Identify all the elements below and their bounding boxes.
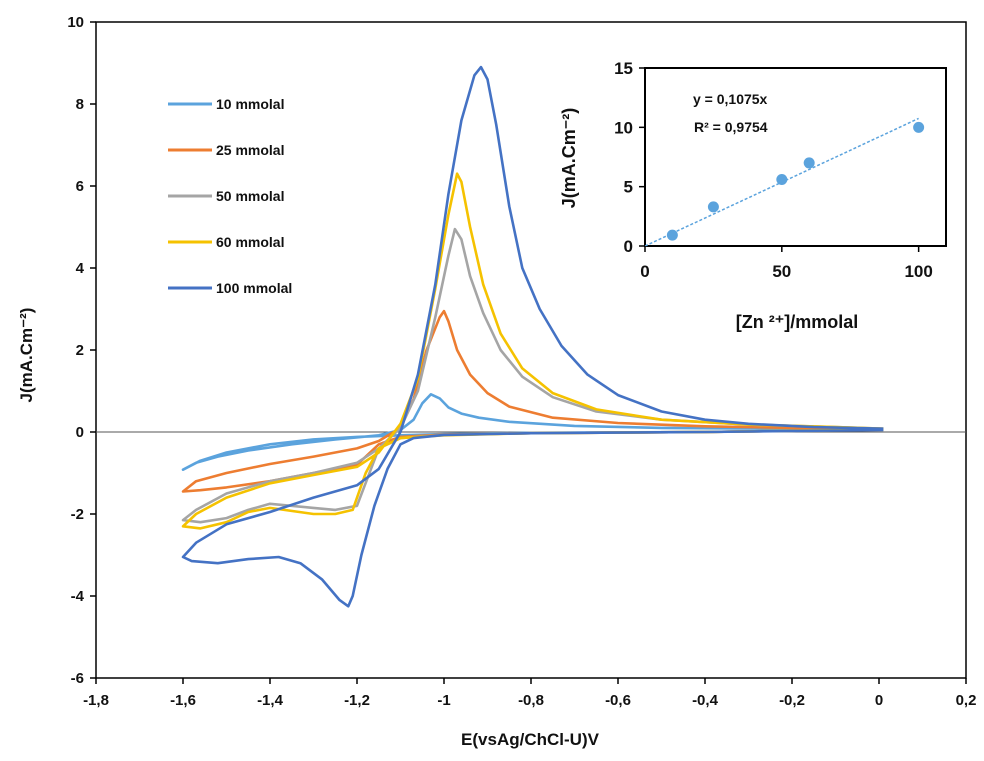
legend-label: 10 mmolal bbox=[216, 96, 284, 112]
x-tick-label: -0,6 bbox=[605, 692, 631, 709]
legend-label: 60 mmolal bbox=[216, 234, 284, 250]
inset-y-tick-label: 10 bbox=[614, 118, 633, 137]
inset-x-tick-label: 50 bbox=[772, 262, 791, 281]
series-line-4 bbox=[181, 172, 884, 530]
x-tick-label: -0,4 bbox=[692, 692, 719, 709]
inset-y-tick-label: 0 bbox=[624, 237, 633, 256]
x-tick-label: -1,4 bbox=[257, 692, 284, 709]
y-tick-label: -4 bbox=[71, 588, 85, 605]
series-line-1 bbox=[181, 393, 884, 471]
inset-data-point bbox=[666, 229, 678, 241]
legend-label: 50 mmolal bbox=[216, 188, 284, 204]
inset-data-point bbox=[707, 201, 719, 213]
inset-x-axis-title: [Zn ²⁺]/mmolal bbox=[736, 312, 859, 332]
legend-label: 100 mmolal bbox=[216, 280, 292, 296]
inset-data-point bbox=[803, 157, 815, 169]
inset-chart: 0 5 10 15 0 50 100 y = 0,1075x R² = 0,9754 [Z… bbox=[559, 59, 947, 332]
x-tick-label: -1,2 bbox=[344, 692, 370, 709]
inset-plot-area bbox=[644, 67, 947, 247]
y-tick-label: 4 bbox=[76, 260, 85, 277]
y-axis-title: J(mA.Cm⁻²) bbox=[17, 308, 36, 403]
inset-x-tick-label: 0 bbox=[640, 262, 649, 281]
series-line-3 bbox=[181, 227, 884, 524]
y-tick-label: 2 bbox=[76, 342, 84, 359]
inset-x-tick-label: 100 bbox=[904, 262, 932, 281]
cv-curves bbox=[181, 65, 884, 608]
y-tick-label: 0 bbox=[76, 424, 84, 441]
x-tick-label: -1,6 bbox=[170, 692, 196, 709]
series-line-2 bbox=[181, 309, 884, 493]
series-line-5 bbox=[181, 65, 884, 608]
x-tick-label: -1 bbox=[437, 692, 450, 709]
inset-equation: y = 0,1075x bbox=[693, 91, 768, 107]
inset-y-tick-label: 5 bbox=[624, 178, 633, 197]
inset-y-tick-label: 15 bbox=[614, 59, 633, 78]
x-axis-ticks: -1,8 -1,6 -1,4 -1,2 -1 -0,8 -0,6 -0,4 -0,2 0 0,2 bbox=[83, 678, 976, 709]
inset-data-point bbox=[913, 121, 925, 133]
x-tick-label: -1,8 bbox=[83, 692, 109, 709]
x-tick-label: 0 bbox=[875, 692, 883, 709]
inset-r-squared: R² = 0,9754 bbox=[694, 119, 768, 135]
y-tick-label: 10 bbox=[67, 14, 84, 31]
inset-data-point bbox=[776, 174, 788, 186]
inset-y-ticks: 0 5 10 15 bbox=[614, 59, 645, 256]
y-tick-label: 8 bbox=[76, 96, 84, 113]
legend: 10 mmolal 25 mmolal 50 mmolal 60 mmolal 100 … bbox=[168, 96, 292, 296]
y-tick-label: -6 bbox=[71, 670, 84, 687]
inset-x-ticks: 0 50 100 bbox=[640, 246, 933, 281]
x-tick-label: -0,8 bbox=[518, 692, 544, 709]
inset-y-axis-title: J(mA.Cm⁻²) bbox=[559, 108, 579, 209]
x-axis-title: E(vsAg/ChCl-U)V bbox=[461, 730, 600, 749]
y-tick-label: 6 bbox=[76, 178, 84, 195]
inset-data-points bbox=[666, 121, 925, 241]
x-tick-label: 0,2 bbox=[956, 692, 977, 709]
x-tick-label: -0,2 bbox=[779, 692, 805, 709]
y-tick-label: -2 bbox=[71, 506, 84, 523]
legend-label: 25 mmolal bbox=[216, 142, 284, 158]
y-axis-ticks: -6 -4 -2 0 2 4 6 8 10 bbox=[67, 14, 96, 687]
